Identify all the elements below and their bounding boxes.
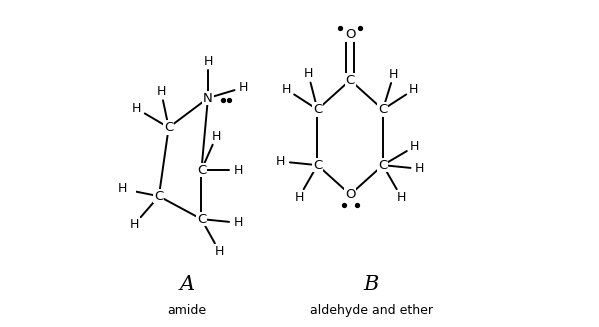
Text: H: H: [130, 218, 140, 231]
Text: H: H: [203, 55, 213, 68]
Text: O: O: [345, 188, 355, 201]
Text: aldehyde and ether: aldehyde and ether: [310, 304, 433, 317]
Text: C: C: [313, 103, 322, 116]
Text: amide: amide: [167, 304, 206, 317]
Text: H: H: [409, 83, 419, 96]
Text: H: H: [282, 83, 291, 96]
Text: C: C: [346, 74, 355, 87]
Text: H: H: [304, 67, 313, 80]
Text: H: H: [415, 162, 424, 175]
Text: H: H: [211, 130, 221, 143]
Text: C: C: [197, 164, 206, 177]
Text: C: C: [155, 190, 164, 203]
Text: B: B: [364, 275, 379, 294]
Text: A: A: [179, 275, 194, 294]
Text: H: H: [118, 182, 128, 196]
Text: C: C: [378, 103, 388, 116]
Text: N: N: [203, 92, 213, 105]
Text: H: H: [234, 216, 243, 229]
Text: H: H: [389, 68, 398, 81]
Text: C: C: [313, 159, 322, 172]
Text: H: H: [214, 245, 224, 258]
Text: H: H: [238, 81, 248, 94]
Text: C: C: [378, 159, 388, 172]
Text: H: H: [156, 85, 166, 98]
Text: H: H: [234, 164, 243, 177]
Text: O: O: [345, 28, 355, 41]
Text: C: C: [197, 213, 206, 226]
Text: C: C: [164, 121, 173, 134]
Text: H: H: [397, 191, 406, 204]
Text: H: H: [294, 191, 304, 204]
Text: H: H: [276, 155, 285, 168]
Text: H: H: [410, 140, 419, 153]
Text: H: H: [132, 102, 141, 115]
